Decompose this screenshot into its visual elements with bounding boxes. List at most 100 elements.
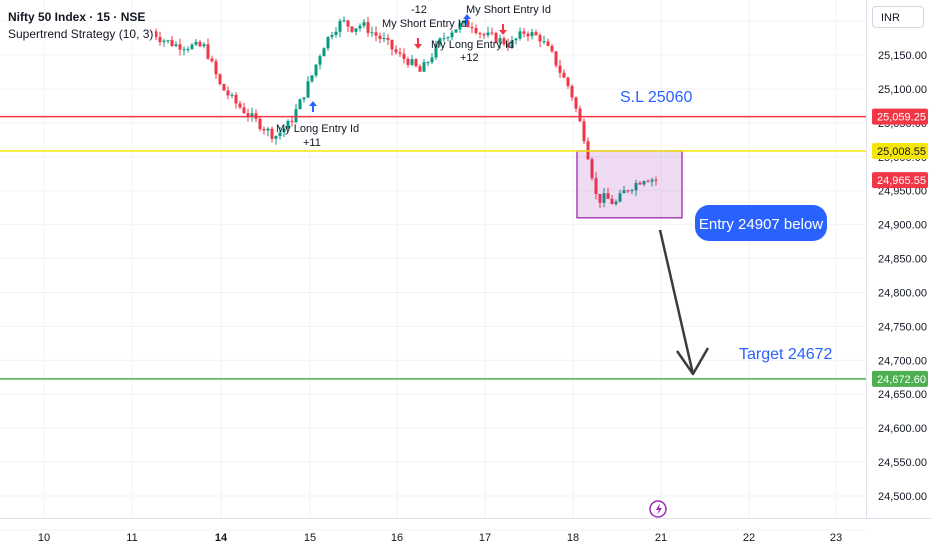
candle-body bbox=[218, 74, 222, 85]
candle-body bbox=[514, 38, 518, 41]
candle-body bbox=[642, 181, 646, 185]
sl-annotation: S.L 25060 bbox=[620, 89, 692, 106]
y-tick-label: 24,500.00 bbox=[878, 491, 927, 503]
candle-body bbox=[246, 113, 250, 117]
x-tick-label: 21 bbox=[655, 532, 667, 544]
candle-body bbox=[314, 64, 318, 76]
symbol-title[interactable]: Nifty 50 Index · 15 · NSE bbox=[6, 10, 148, 24]
y-tick-label: 24,550.00 bbox=[878, 457, 927, 469]
candle-body bbox=[526, 33, 530, 37]
candle-body bbox=[374, 32, 378, 36]
candle-body bbox=[470, 27, 474, 29]
x-tick-label: 14 bbox=[215, 532, 228, 544]
candle-body bbox=[366, 22, 370, 33]
price-label: 24,672.60 bbox=[877, 374, 926, 386]
candle-body bbox=[382, 38, 386, 40]
candle-body bbox=[154, 31, 158, 38]
candle-body bbox=[430, 57, 434, 63]
candle-body bbox=[234, 94, 238, 104]
candle-body bbox=[594, 178, 598, 194]
candle-body bbox=[286, 120, 290, 129]
candle-body bbox=[610, 198, 614, 205]
candle-body bbox=[330, 34, 334, 37]
candle-body bbox=[606, 193, 610, 199]
x-tick-label: 17 bbox=[479, 532, 491, 544]
candle-body bbox=[238, 103, 242, 108]
candle-body bbox=[622, 190, 626, 194]
candle-body bbox=[422, 62, 426, 72]
lightning-icon bbox=[656, 503, 662, 515]
candle-body bbox=[266, 128, 270, 131]
signal-value: +12 bbox=[460, 52, 479, 64]
candle-body bbox=[262, 129, 266, 131]
currency-selector[interactable]: INR bbox=[872, 6, 924, 28]
candle-body bbox=[162, 40, 166, 43]
last-price-label-bg bbox=[872, 172, 928, 189]
entry-annotation-bubble[interactable] bbox=[695, 205, 827, 241]
candle-body bbox=[474, 28, 478, 34]
candle-body bbox=[446, 37, 450, 39]
candle-body bbox=[570, 85, 574, 98]
candle-body bbox=[398, 52, 402, 54]
candle-body bbox=[258, 118, 262, 130]
candle-body bbox=[182, 49, 186, 51]
indicator-title[interactable]: Supertrend Strategy (10, 3) bbox=[6, 27, 156, 41]
y-tick-label: 25,150.00 bbox=[878, 50, 927, 62]
target-arrow-shaft[interactable] bbox=[658, 229, 695, 375]
signal-label: My Short Entry Id bbox=[382, 18, 467, 30]
candle-body bbox=[178, 44, 182, 50]
short-signal-arrow-icon bbox=[414, 38, 422, 49]
x-tick-label: 11 bbox=[126, 532, 137, 544]
short-signal-arrow-icon bbox=[499, 24, 507, 35]
target-arrow-head bbox=[675, 347, 710, 376]
candle-body bbox=[650, 179, 654, 182]
candle-body bbox=[302, 97, 306, 100]
candle-body bbox=[646, 181, 650, 183]
y-tick-label: 24,600.00 bbox=[878, 423, 927, 435]
candle-body bbox=[174, 44, 178, 46]
candle-body bbox=[358, 25, 362, 29]
candle-body bbox=[562, 72, 566, 78]
entry-zone-box[interactable] bbox=[576, 150, 683, 219]
last-price-label: 24,965.55 bbox=[877, 175, 926, 187]
candle-body bbox=[298, 99, 302, 110]
candle-body bbox=[506, 44, 510, 48]
candle-body bbox=[546, 41, 550, 46]
candle-body bbox=[426, 62, 430, 64]
y-tick-label: 24,850.00 bbox=[878, 254, 927, 266]
candle-body bbox=[462, 20, 466, 24]
candle-body bbox=[538, 35, 542, 42]
candle-body bbox=[518, 31, 522, 39]
y-tick-label: 24,700.00 bbox=[878, 355, 927, 367]
candle-body bbox=[306, 81, 310, 98]
candle-body bbox=[654, 179, 658, 181]
candle-body bbox=[614, 201, 618, 205]
candle-body bbox=[170, 40, 174, 46]
candle-body bbox=[598, 193, 602, 203]
x-tick-label: 18 bbox=[567, 532, 579, 544]
candle-body bbox=[442, 38, 446, 40]
signal-label: My Long Entry Id bbox=[276, 123, 359, 135]
candle-body bbox=[194, 41, 198, 45]
price-label-bg bbox=[872, 370, 928, 387]
candle-body bbox=[582, 121, 586, 142]
candle-body bbox=[618, 193, 622, 202]
candle-body bbox=[282, 128, 286, 133]
candle-body bbox=[250, 113, 254, 117]
candle-body bbox=[586, 141, 590, 160]
candle-body bbox=[202, 44, 206, 47]
candle-body bbox=[338, 20, 342, 32]
candle-body bbox=[210, 58, 214, 62]
candle-body bbox=[410, 59, 414, 65]
candle-body bbox=[482, 34, 486, 36]
y-tick-label: 24,650.00 bbox=[878, 389, 927, 401]
candle-body bbox=[558, 65, 562, 73]
x-tick-label: 23 bbox=[830, 532, 842, 544]
price-label-bg bbox=[872, 108, 928, 125]
signal-value: -12 bbox=[411, 4, 427, 16]
candle-body bbox=[326, 36, 330, 49]
candle-body bbox=[454, 29, 458, 33]
candle-body bbox=[394, 49, 398, 53]
